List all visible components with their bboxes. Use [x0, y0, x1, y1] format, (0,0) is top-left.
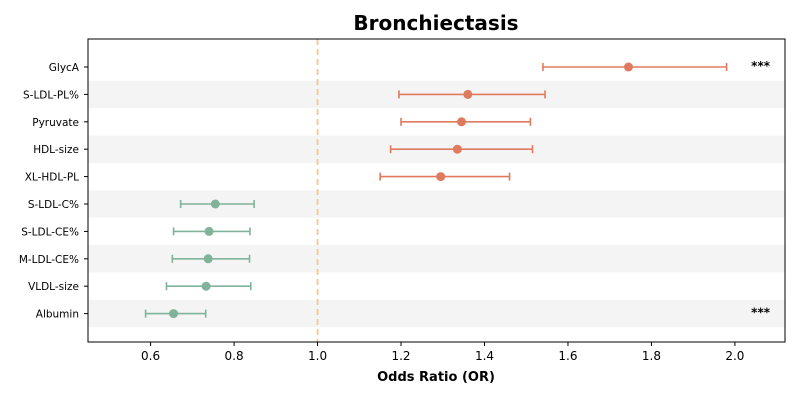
point-estimate — [623, 62, 633, 72]
chart-title: Bronchiectasis — [353, 11, 518, 35]
x-tick-label: 1.6 — [558, 349, 577, 363]
y-tick-label: S-LDL-C% — [28, 199, 79, 211]
x-tick-label: 1.0 — [308, 349, 327, 363]
point-estimate — [204, 226, 214, 236]
significance-label: *** — [751, 306, 771, 320]
x-tick-label: 1.4 — [475, 349, 494, 363]
point-estimate — [463, 89, 473, 99]
plot-frame-border — [87, 38, 786, 343]
data-marks: *** *** — [144, 59, 771, 320]
x-tick-label: 0.6 — [141, 349, 160, 363]
y-tick-label: S-LDL-PL% — [23, 89, 79, 101]
x-tick-label: 1.2 — [391, 349, 410, 363]
y-tick-label: GlycA — [49, 62, 80, 74]
x-tick-label: 2.0 — [725, 349, 744, 363]
y-axis: GlycA S-LDL-PL% Pyruvate HDL-size XL-HDL-PL S… — [19, 62, 88, 321]
y-tick-label: S-LDL-CE% — [21, 226, 79, 238]
point-estimate — [203, 254, 213, 264]
x-axis-label: Odds Ratio (OR) — [377, 370, 495, 385]
plot-frame — [87, 38, 786, 343]
point-estimate — [436, 172, 446, 182]
y-tick-label: VLDL-size — [28, 281, 79, 293]
point-estimate — [210, 199, 220, 209]
x-tick-label: 0.8 — [225, 349, 244, 363]
y-tick-label: Pyruvate — [32, 117, 79, 129]
y-tick-label: M-LDL-CE% — [19, 254, 79, 266]
point-estimate — [201, 281, 211, 291]
y-tick-label: Albumin — [36, 309, 79, 321]
y-tick-label: HDL-size — [33, 144, 79, 156]
y-tick-label: XL-HDL-PL — [25, 172, 79, 184]
point-estimate — [452, 144, 462, 154]
significance-label: *** — [751, 59, 771, 73]
x-tick-label: 1.8 — [642, 349, 661, 363]
point-estimate — [457, 117, 467, 127]
point-estimate — [169, 309, 179, 319]
x-axis: 0.6 0.8 1.0 1.2 1.4 1.6 1.8 2.0 — [141, 342, 744, 363]
